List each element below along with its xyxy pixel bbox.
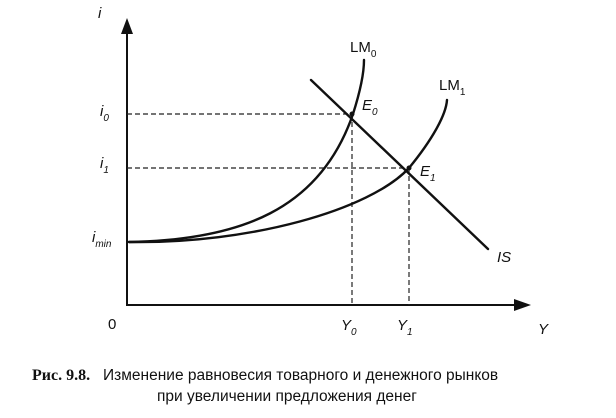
i1-label: i1 [100, 155, 109, 176]
figure-caption-line2: при увеличении предложения денег [157, 388, 417, 405]
y0-label: Y0 [341, 317, 357, 338]
is-lm-diagram: i Y 0 LM0 LM1 IS E0 E1 i0 i1 imin Y0 Y1 [92, 5, 549, 338]
axis-x-label: Y [538, 321, 549, 338]
axis-y-label: i [98, 5, 102, 22]
imin-label: imin [92, 229, 112, 250]
figure-number: Рис. 9.8. [32, 367, 91, 384]
lm0-curve [127, 58, 366, 244]
e1-label: E1 [420, 163, 436, 184]
e1-point [406, 165, 412, 171]
caption-line1-text: Изменение равновесия товарного и денежно… [103, 367, 499, 384]
i0-label: i0 [100, 103, 109, 124]
e0-point [349, 111, 355, 117]
lm1-curve [127, 98, 449, 244]
is-label: IS [497, 249, 511, 266]
is-curve [309, 78, 490, 251]
origin-label: 0 [108, 316, 116, 333]
x-axis-arrow [514, 299, 531, 311]
lm1-label: LM1 [439, 77, 466, 98]
y-axis-arrow [121, 18, 133, 34]
figure-caption-line1: Рис. 9.8. Изменение равновесия товарного… [32, 367, 498, 385]
e0-label: E0 [362, 97, 378, 118]
lm0-label: LM0 [350, 39, 377, 60]
y1-label: Y1 [397, 317, 413, 338]
